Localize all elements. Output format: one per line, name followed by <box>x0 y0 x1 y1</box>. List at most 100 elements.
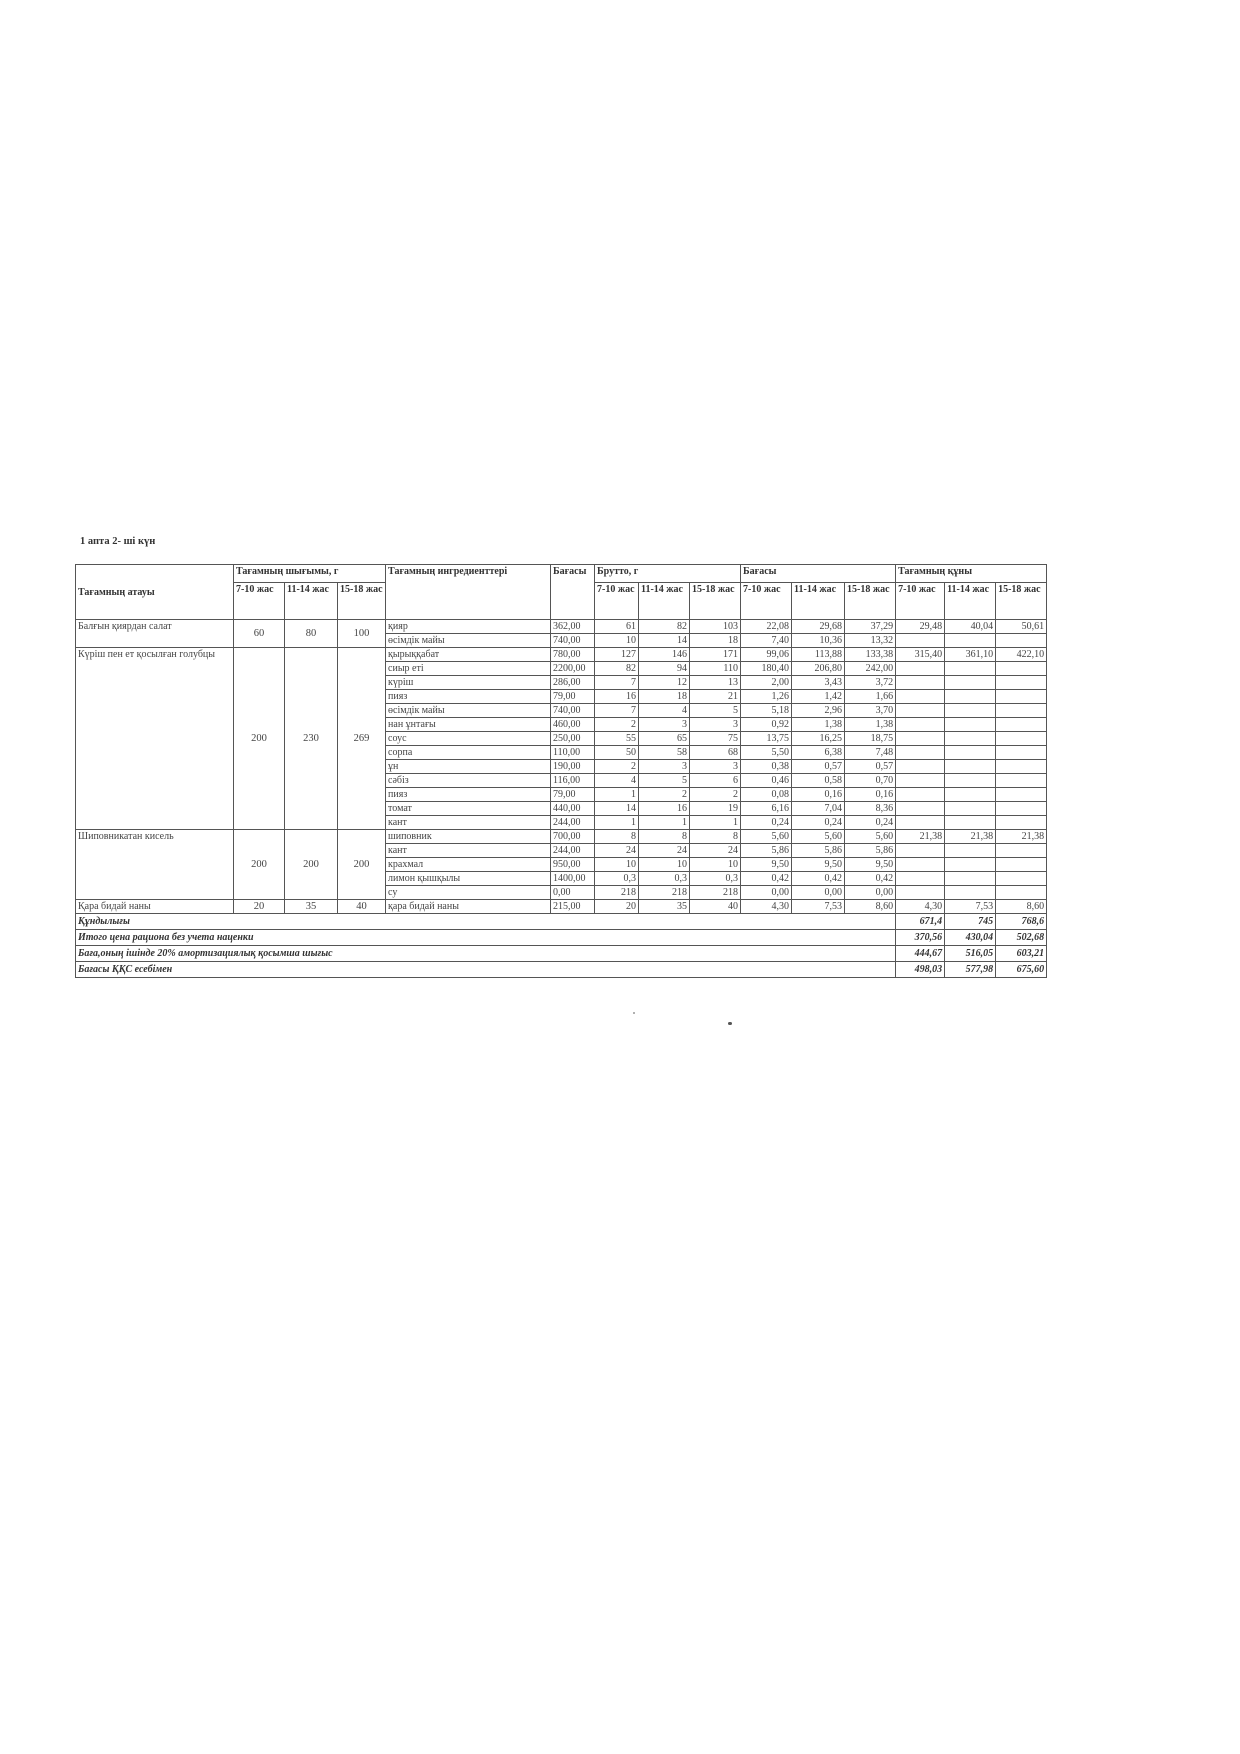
ingredient-cost: 206,80 <box>791 661 846 676</box>
ingredient-cost: 0,57 <box>844 759 897 774</box>
ingredient-cost: 9,50 <box>791 857 846 872</box>
empty-cell <box>944 689 996 704</box>
summary-value: 516,05 <box>944 945 997 962</box>
ingredient-cost: 9,50 <box>844 857 897 872</box>
ingredient-price: 700,00 <box>550 829 596 844</box>
empty-cell <box>895 843 945 858</box>
empty-cell <box>895 731 945 746</box>
ingredient-name: ұн <box>385 759 552 774</box>
ingredient-cost: 7,40 <box>740 633 793 648</box>
ingredient-cost: 0,42 <box>740 871 793 886</box>
ingredient-brutto: 1 <box>594 815 640 830</box>
ingredient-name: шиповник <box>385 829 552 844</box>
page-title: 1 апта 2- ші күн <box>80 536 156 547</box>
dish-total-cost: 29,48 <box>895 619 946 634</box>
ingredient-brutto: 3 <box>638 717 691 732</box>
dish-total-cost: 315,40 <box>895 647 946 662</box>
ingredient-cost: 3,72 <box>844 675 897 690</box>
ingredient-price: 2200,00 <box>550 661 596 676</box>
empty-cell <box>995 689 1048 704</box>
ingredient-cost: 0,00 <box>791 885 846 900</box>
empty-cell <box>995 717 1048 732</box>
empty-cell <box>995 703 1048 718</box>
ingredient-brutto: 94 <box>638 661 691 676</box>
ingredient-name: кант <box>385 843 552 858</box>
dish-total-cost: 21,38 <box>944 829 997 844</box>
ingredient-cost: 3,70 <box>844 703 897 718</box>
ingredient-brutto: 65 <box>638 731 691 746</box>
ingredient-cost: 0,38 <box>740 759 793 774</box>
ingredient-name: крахмал <box>385 857 552 872</box>
ingredient-brutto: 1 <box>594 787 640 802</box>
ingredient-brutto: 2 <box>594 717 640 732</box>
ingredient-brutto: 2 <box>594 759 640 774</box>
ingredient-price: 362,00 <box>550 619 596 634</box>
empty-cell <box>995 843 1048 858</box>
ingredient-cost: 4,30 <box>740 899 793 914</box>
header-dish-cost-age: 7-10 жас <box>895 582 946 620</box>
dish-yield: 80 <box>284 619 338 648</box>
ingredient-name: пияз <box>385 787 552 802</box>
table-row: Күріш пен ет қосылған голубцы 200 230 269 қы… <box>75 647 1048 830</box>
dish-yield: 200 <box>336 829 387 900</box>
ingredient-brutto: 218 <box>594 885 640 900</box>
dish-yield: 200 <box>233 829 285 900</box>
ingredient-brutto: 5 <box>689 703 742 718</box>
empty-cell <box>944 759 996 774</box>
header-dish-cost-age: 15-18 жас <box>995 582 1048 620</box>
ingredient-brutto: 10 <box>594 633 640 648</box>
dish-name: Балғын қиярдан салат <box>75 619 234 648</box>
table-row: өсімдік майы 740,00 10 14 18 7,40 10,36 13,32 <box>76 633 1048 648</box>
empty-cell <box>944 745 996 760</box>
table-row: крахмал 950,00 10 10 10 9,50 9,50 9,50 <box>76 857 1048 872</box>
ingredient-cost: 0,46 <box>740 773 793 788</box>
ingredient-brutto: 61 <box>594 619 640 634</box>
empty-cell <box>944 675 996 690</box>
ingredient-brutto: 3 <box>689 759 742 774</box>
ingredient-brutto: 40 <box>689 899 742 914</box>
summary-label: Баға,оның ішінде 20% амортизациялық қосы… <box>74 945 897 962</box>
empty-cell <box>895 801 945 816</box>
ingredient-brutto: 10 <box>689 857 742 872</box>
summary-value: 444,67 <box>895 945 946 962</box>
ingredient-cost: 0,57 <box>791 759 846 774</box>
dish-yield: 40 <box>336 899 387 914</box>
ingredient-cost: 113,88 <box>791 647 846 662</box>
empty-cell <box>895 759 945 774</box>
empty-cell <box>944 885 996 900</box>
ingredient-cost: 0,24 <box>740 815 793 830</box>
empty-cell <box>944 857 996 872</box>
empty-cell <box>995 633 1048 648</box>
empty-cell <box>895 815 945 830</box>
ingredient-cost: 18,75 <box>844 731 897 746</box>
ingredient-cost: 10,36 <box>791 633 846 648</box>
dish-yield: 230 <box>284 647 338 830</box>
ingredient-brutto: 146 <box>638 647 691 662</box>
ingredient-price: 950,00 <box>550 857 596 872</box>
ingredient-cost: 6,16 <box>740 801 793 816</box>
ingredient-brutto: 2 <box>638 787 691 802</box>
ingredient-cost: 180,40 <box>740 661 793 676</box>
ingredient-brutto: 7 <box>594 703 640 718</box>
ingredient-brutto: 127 <box>594 647 640 662</box>
ingredient-brutto: 2 <box>689 787 742 802</box>
ingredient-cost: 37,29 <box>844 619 897 634</box>
summary-label: Бағасы ҚҚС есебімен <box>74 961 897 978</box>
header-dish-cost: Тағамның құны <box>895 564 1048 583</box>
ingredient-brutto: 16 <box>638 801 691 816</box>
dish-yield: 35 <box>284 899 338 914</box>
ingredient-cost: 133,38 <box>844 647 897 662</box>
table-row: томат 440,00 14 16 19 6,16 7,04 8,36 <box>76 801 1048 816</box>
ingredient-brutto: 0,3 <box>594 871 640 886</box>
header-dish-name: Тағамның атауы <box>75 564 234 620</box>
empty-cell <box>944 773 996 788</box>
dish-total-cost: 7,53 <box>944 899 997 914</box>
dish-total-cost: 40,04 <box>944 619 997 634</box>
summary-value: 577,98 <box>944 961 997 978</box>
empty-cell <box>895 787 945 802</box>
ingredient-cost: 2,00 <box>740 675 793 690</box>
ingredient-name: нан ұнтағы <box>385 717 552 732</box>
table-row: Қара бидай наны 20 35 40 қара бидай наны 215,… <box>75 899 1048 914</box>
summary-value: 675,60 <box>995 961 1048 978</box>
empty-cell <box>895 885 945 900</box>
